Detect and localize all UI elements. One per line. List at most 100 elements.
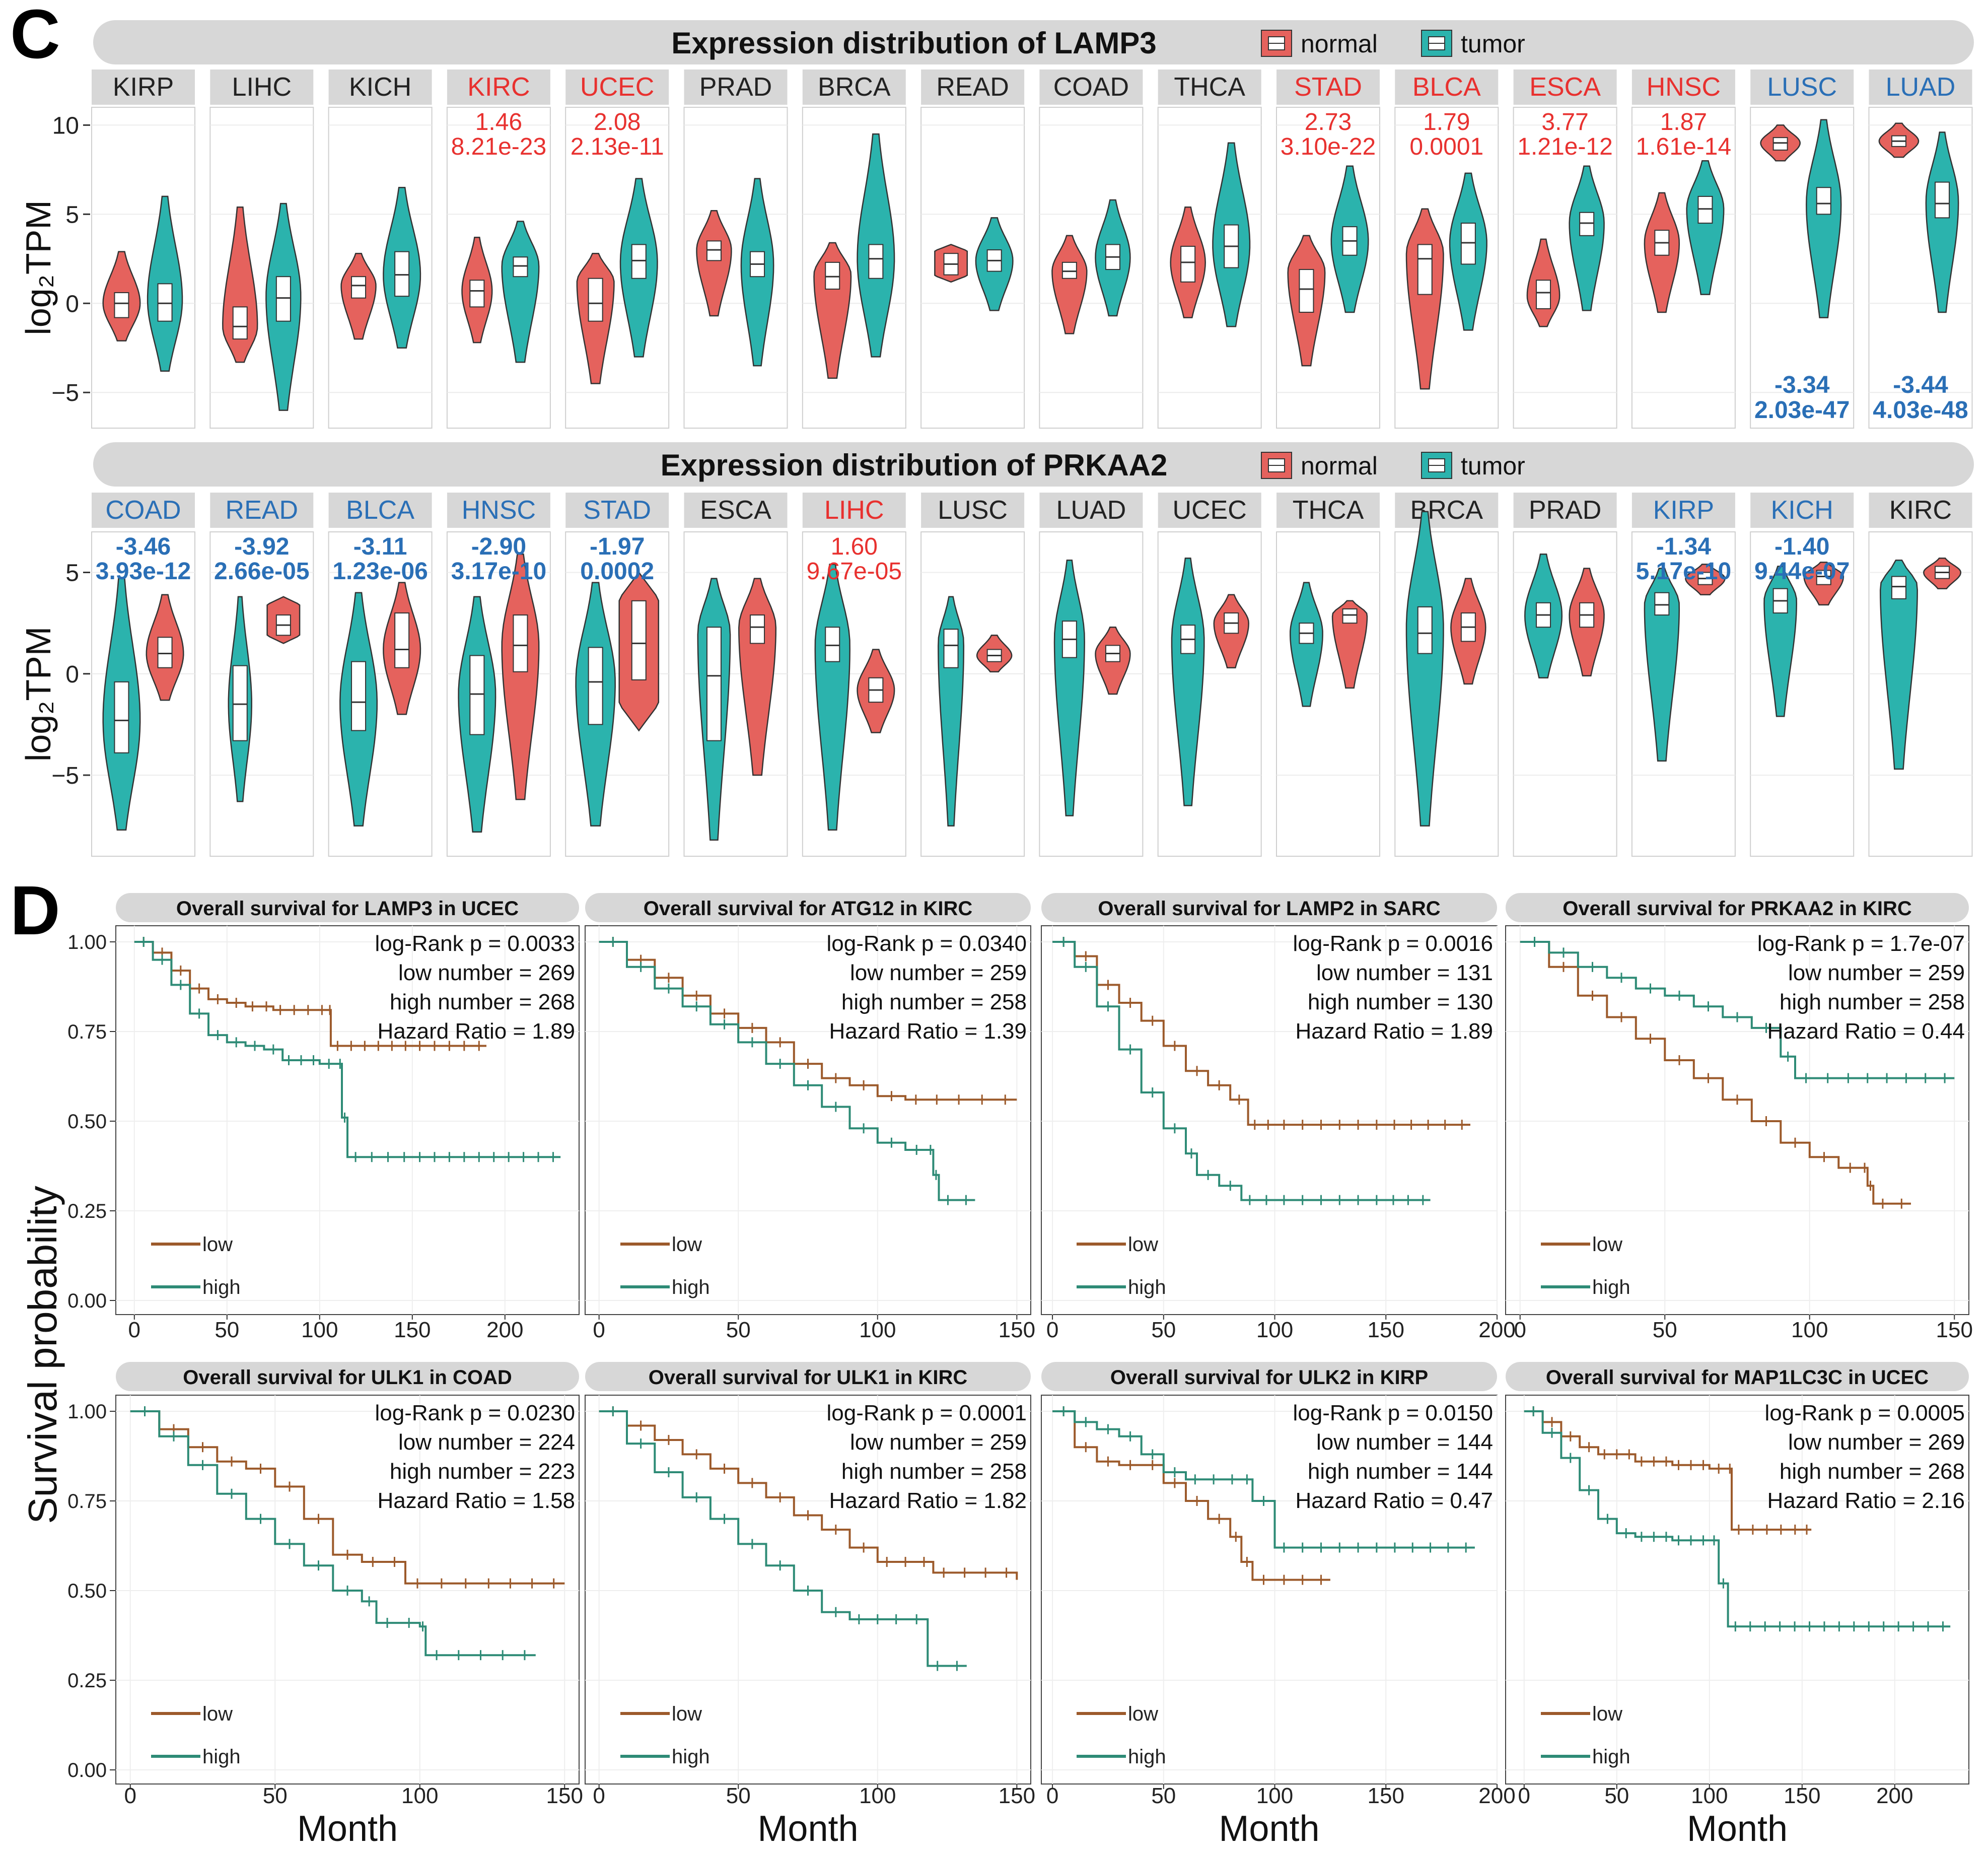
km-title-band	[116, 893, 579, 922]
fold-change-label: -3.44	[1893, 372, 1948, 398]
km-x-tick-label: 150	[1368, 1318, 1404, 1342]
km-x-tick-label: 150	[1368, 1783, 1404, 1808]
violin-chart-prkaa2: Expression distribution of PRKAA2 normal t…	[19, 442, 1974, 857]
facet-label-lusc: LUSC	[938, 496, 1008, 525]
km-x-tick-label: 100	[301, 1318, 338, 1342]
facet-strip	[1158, 70, 1261, 105]
km-stat-line: high number = 258	[1780, 990, 1965, 1014]
survival-charts: Overall survival for LAMP3 in UCEC 0.00 0.…	[20, 893, 1973, 1849]
facet-strip	[1631, 70, 1735, 105]
km-x-tick-label: 200	[1876, 1783, 1913, 1808]
km-x-tick-label: 0	[1046, 1783, 1058, 1808]
violin-group-2-violin	[1925, 131, 1959, 313]
km-x-tick-label: 100	[1791, 1318, 1828, 1342]
p-value-label: 0.0001	[1409, 133, 1483, 160]
km-stat-line: low number = 224	[398, 1430, 575, 1455]
violin-group-1-box	[1299, 269, 1314, 313]
facet-label-kirp: KIRP	[1653, 496, 1714, 525]
facet-strip	[92, 70, 195, 105]
violin-group-2-violin	[1686, 160, 1725, 295]
fold-change-label: 1.87	[1660, 109, 1707, 135]
violin-group-2-box	[1460, 223, 1476, 265]
y-axis-label: log₂TPM	[19, 200, 58, 335]
legend-label-normal: normal	[1301, 30, 1378, 58]
violin-group-2-box	[1816, 570, 1831, 585]
km-x-tick-label: 0	[593, 1318, 605, 1342]
km-stat-line: high number = 258	[841, 1459, 1027, 1484]
panel-d-label: D	[10, 872, 60, 949]
facet-panel	[1868, 107, 1973, 429]
facet-label-coad: COAD	[1053, 73, 1129, 102]
facet-label-luad: LUAD	[1886, 73, 1956, 102]
fold-change-label: 1.60	[831, 533, 878, 560]
violin-group-1-violin	[814, 564, 850, 831]
p-value-label: 2.03e-47	[1754, 397, 1850, 424]
p-value-label: 0.0002	[580, 558, 654, 585]
km-legend-high: high	[672, 1746, 710, 1768]
facet-strip	[1395, 493, 1499, 528]
p-value-label: 3.93e-12	[96, 558, 191, 585]
violin-group-1-violin	[1879, 560, 1918, 770]
km-curve-low	[1520, 941, 1911, 1205]
km-plot-area	[1041, 1395, 1498, 1785]
fold-change-label: -3.46	[116, 533, 171, 560]
violin-group-1-violin	[813, 242, 852, 379]
km-curve-high	[1052, 1410, 1475, 1549]
p-value-label: 1.23e-06	[332, 558, 428, 585]
km-stat-line: Hazard Ratio = 0.47	[1295, 1488, 1493, 1513]
facet-label-kich: KICH	[349, 73, 411, 102]
fold-change-label: 1.79	[1423, 109, 1470, 135]
facet-label-hnsc: HNSC	[1647, 73, 1721, 102]
km-title: Overall survival for ATG12 in KIRC	[644, 898, 973, 920]
km-plot-area	[585, 925, 1031, 1315]
km-legend-high: high	[1592, 1746, 1630, 1768]
violin-group-2-violin	[1569, 165, 1605, 311]
km-stat-line: log-Rank p = 1.7e-07	[1757, 931, 1965, 956]
violin-group-2-box	[631, 600, 647, 680]
km-y-tick-label: 0.50	[67, 1580, 107, 1602]
km-legend-low: low	[672, 1703, 702, 1725]
km-legend-high: high	[1592, 1276, 1630, 1298]
km-x-tick-label: 0	[593, 1783, 605, 1808]
facet-label-kirp: KIRP	[113, 73, 174, 102]
y-tick-label: 0	[65, 661, 79, 688]
km-plot-area	[1505, 925, 1969, 1315]
fold-change-label: -1.34	[1656, 533, 1712, 560]
facet-strip	[684, 493, 788, 528]
facet-strip	[684, 70, 788, 105]
km-curve-low	[1524, 1410, 1812, 1531]
facet-strip	[1750, 70, 1854, 105]
facet-strip	[1750, 493, 1854, 528]
violin-group-2-box	[868, 244, 884, 279]
p-value-label: 9.67e-05	[807, 558, 902, 585]
violin-group-1-box	[825, 261, 840, 290]
violin-group-1-box	[706, 240, 722, 261]
fold-change-label: 2.08	[594, 109, 641, 135]
y-tick-label: −5	[51, 380, 79, 406]
km-stat-line: log-Rank p = 0.0001	[826, 1401, 1027, 1425]
violin-group-2-box	[157, 637, 173, 668]
y-tick-label: 5	[65, 560, 79, 587]
facet-strip	[1276, 70, 1380, 105]
km-title: Overall survival for PRKAA2 in KIRC	[1563, 898, 1912, 920]
facet-strip	[328, 70, 432, 105]
km-stat-line: low number = 131	[1316, 960, 1493, 985]
violin-group-1-box	[1417, 606, 1433, 654]
violin-group-1-box	[469, 655, 485, 735]
km-x-tick-label: 150	[999, 1318, 1035, 1342]
facet-label-ucec: UCEC	[1173, 496, 1247, 525]
violin-group-2-box	[1935, 181, 1950, 219]
p-value-label: 2.66e-05	[214, 558, 310, 585]
violin-group-1-violin	[1405, 511, 1444, 827]
km-stat-line: Hazard Ratio = 0.44	[1767, 1019, 1965, 1044]
violin-group-1-box	[469, 280, 485, 308]
violin-group-1-box	[1772, 137, 1788, 151]
violin-group-2-box	[157, 283, 173, 322]
km-title: Overall survival for LAMP3 in UCEC	[176, 898, 519, 920]
facet-strip	[1276, 493, 1380, 528]
fold-change-label: 3.77	[1541, 109, 1588, 135]
p-value-label: 3.10e-22	[1281, 133, 1376, 160]
facet-strip	[802, 70, 906, 105]
violin-group-1-violin	[1763, 566, 1798, 717]
